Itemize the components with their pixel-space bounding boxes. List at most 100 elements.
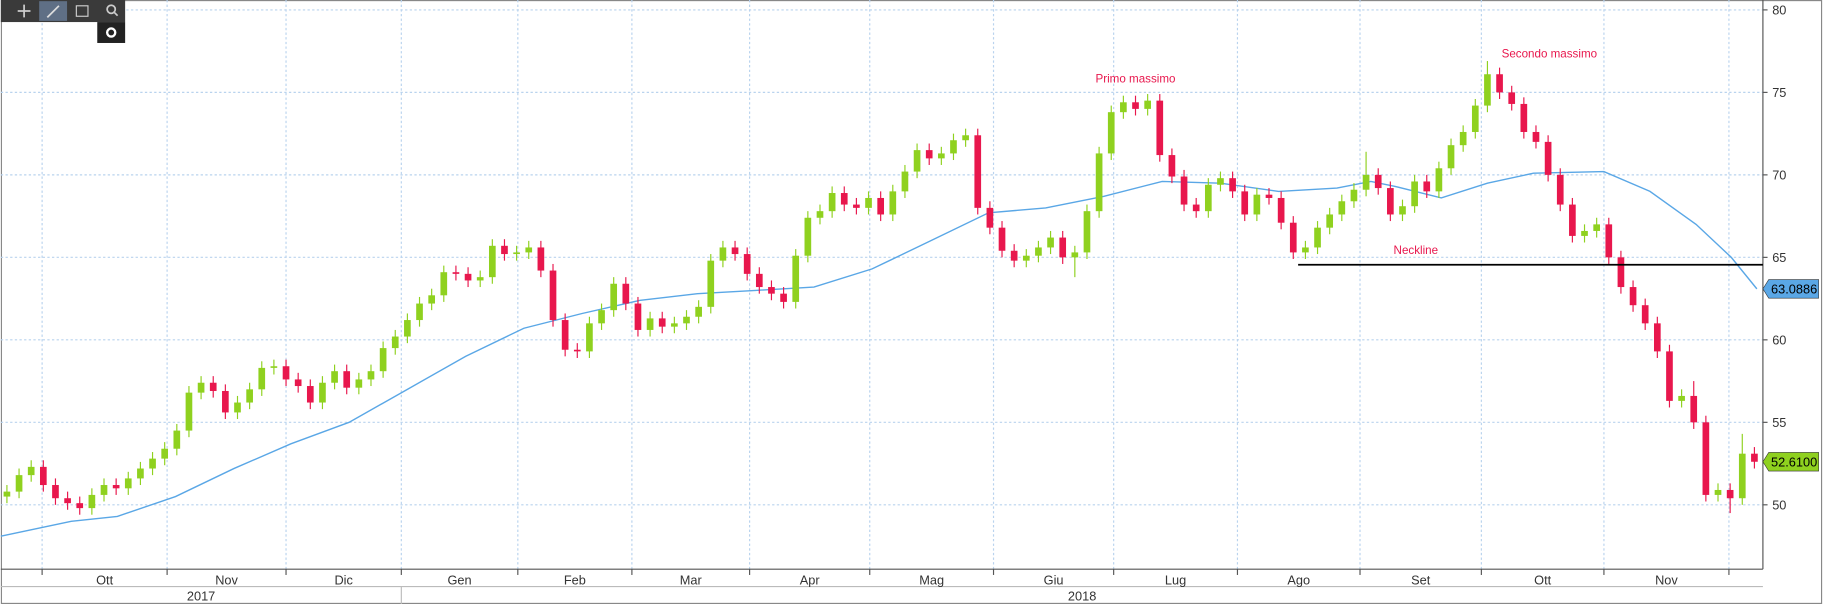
candle-body [440, 272, 448, 296]
candle-body [1411, 181, 1418, 207]
candle-body [622, 283, 630, 304]
candle-body [1423, 181, 1431, 192]
tool-crosshair[interactable] [17, 4, 31, 18]
candle-body [1435, 168, 1443, 192]
y-tick-label: 50 [1772, 497, 1786, 512]
tool-draw[interactable] [46, 5, 60, 19]
candle-body [731, 247, 739, 255]
candle-body [1035, 247, 1042, 256]
candle-body [1520, 103, 1528, 132]
candle-body [1156, 100, 1164, 156]
candle-body [476, 277, 484, 281]
candle-body [525, 247, 533, 253]
candle-body [513, 252, 520, 255]
candle-body [391, 336, 399, 349]
candle-body [209, 382, 217, 391]
candle-body [1641, 305, 1649, 324]
candle-body [452, 272, 460, 274]
last-value-label: 52.6100 [1771, 454, 1817, 469]
x-tick-label: Lug [1165, 572, 1186, 587]
candle-body [768, 287, 775, 294]
x-tick-label: Mag [919, 572, 944, 587]
candle-body [1083, 211, 1091, 253]
candle-body [197, 382, 205, 393]
x-tick-label: Ago [1287, 572, 1310, 587]
candle-body [149, 458, 156, 469]
candle-body [428, 295, 435, 304]
candle-body [938, 153, 945, 159]
candle-body [1714, 489, 1722, 495]
candle-body [416, 303, 423, 321]
candle-body [586, 323, 593, 352]
candle-body [64, 498, 71, 504]
candle-body [1010, 250, 1018, 261]
annotation: Primo massimo [1096, 72, 1176, 85]
candle-body [1496, 74, 1503, 93]
candle-body [683, 316, 690, 324]
candle-body [743, 254, 751, 274]
x-tick-label: Giu [1044, 572, 1064, 587]
candle-body [755, 273, 763, 288]
candle-body [1059, 237, 1067, 258]
toolbar [0, 0, 126, 43]
candle-body [464, 273, 472, 281]
candle-body [1229, 178, 1236, 192]
candle-body [1350, 189, 1358, 202]
last-value-box [1762, 452, 1819, 472]
candle-body [1532, 131, 1540, 142]
candle-body [1387, 188, 1394, 215]
candle-body [1277, 197, 1285, 223]
y-tick-label: 80 [1772, 3, 1786, 18]
candle-body [488, 245, 496, 278]
candle-body [112, 485, 120, 489]
plot-area [0, 0, 1763, 570]
candle-body [816, 211, 824, 218]
y-tick-label: 75 [1772, 85, 1786, 100]
candle-body [986, 207, 994, 228]
candle-body [1653, 323, 1661, 352]
candle-body [780, 293, 787, 302]
candle-body [1362, 174, 1370, 190]
candle-body [246, 389, 253, 403]
candle-body [646, 318, 654, 330]
tool-zoom[interactable] [106, 4, 117, 15]
candle-body [137, 468, 144, 479]
candle-body [52, 485, 59, 499]
candle-body [404, 320, 411, 337]
candle-body [804, 217, 812, 256]
candle-body [1204, 184, 1212, 212]
candle-body [962, 135, 969, 141]
candle-body [1690, 395, 1698, 423]
tool-table[interactable] [75, 5, 89, 17]
candle-body [950, 140, 957, 154]
candle-body [598, 310, 605, 324]
candle-body [1047, 237, 1054, 248]
candle-body [1120, 102, 1127, 113]
candle-body [573, 349, 581, 352]
tool-settings-bg[interactable] [97, 22, 126, 43]
candle-body [1471, 105, 1479, 132]
candle-body [234, 402, 241, 413]
candle-body [1484, 74, 1491, 106]
candle-body [1629, 287, 1637, 306]
candle-body [355, 379, 363, 388]
candle-body [1666, 351, 1673, 401]
candle-body [1459, 131, 1467, 146]
candle-body [1241, 191, 1249, 215]
candle-body [367, 371, 375, 380]
candle-body [1605, 224, 1613, 258]
candle-body [1022, 255, 1030, 261]
candle-body [925, 150, 933, 159]
candle-body [1192, 204, 1200, 212]
candle-body [707, 260, 715, 307]
tool-settings[interactable] [105, 27, 117, 38]
candle-body [1144, 100, 1151, 109]
candle-body [1265, 194, 1273, 198]
candle-body [319, 382, 326, 403]
x-tick-label: Apr [800, 572, 821, 587]
x-tick-label: Ott [1534, 572, 1551, 587]
candle-body [306, 386, 314, 403]
candle-body [39, 466, 47, 486]
candle-body [1071, 252, 1079, 258]
